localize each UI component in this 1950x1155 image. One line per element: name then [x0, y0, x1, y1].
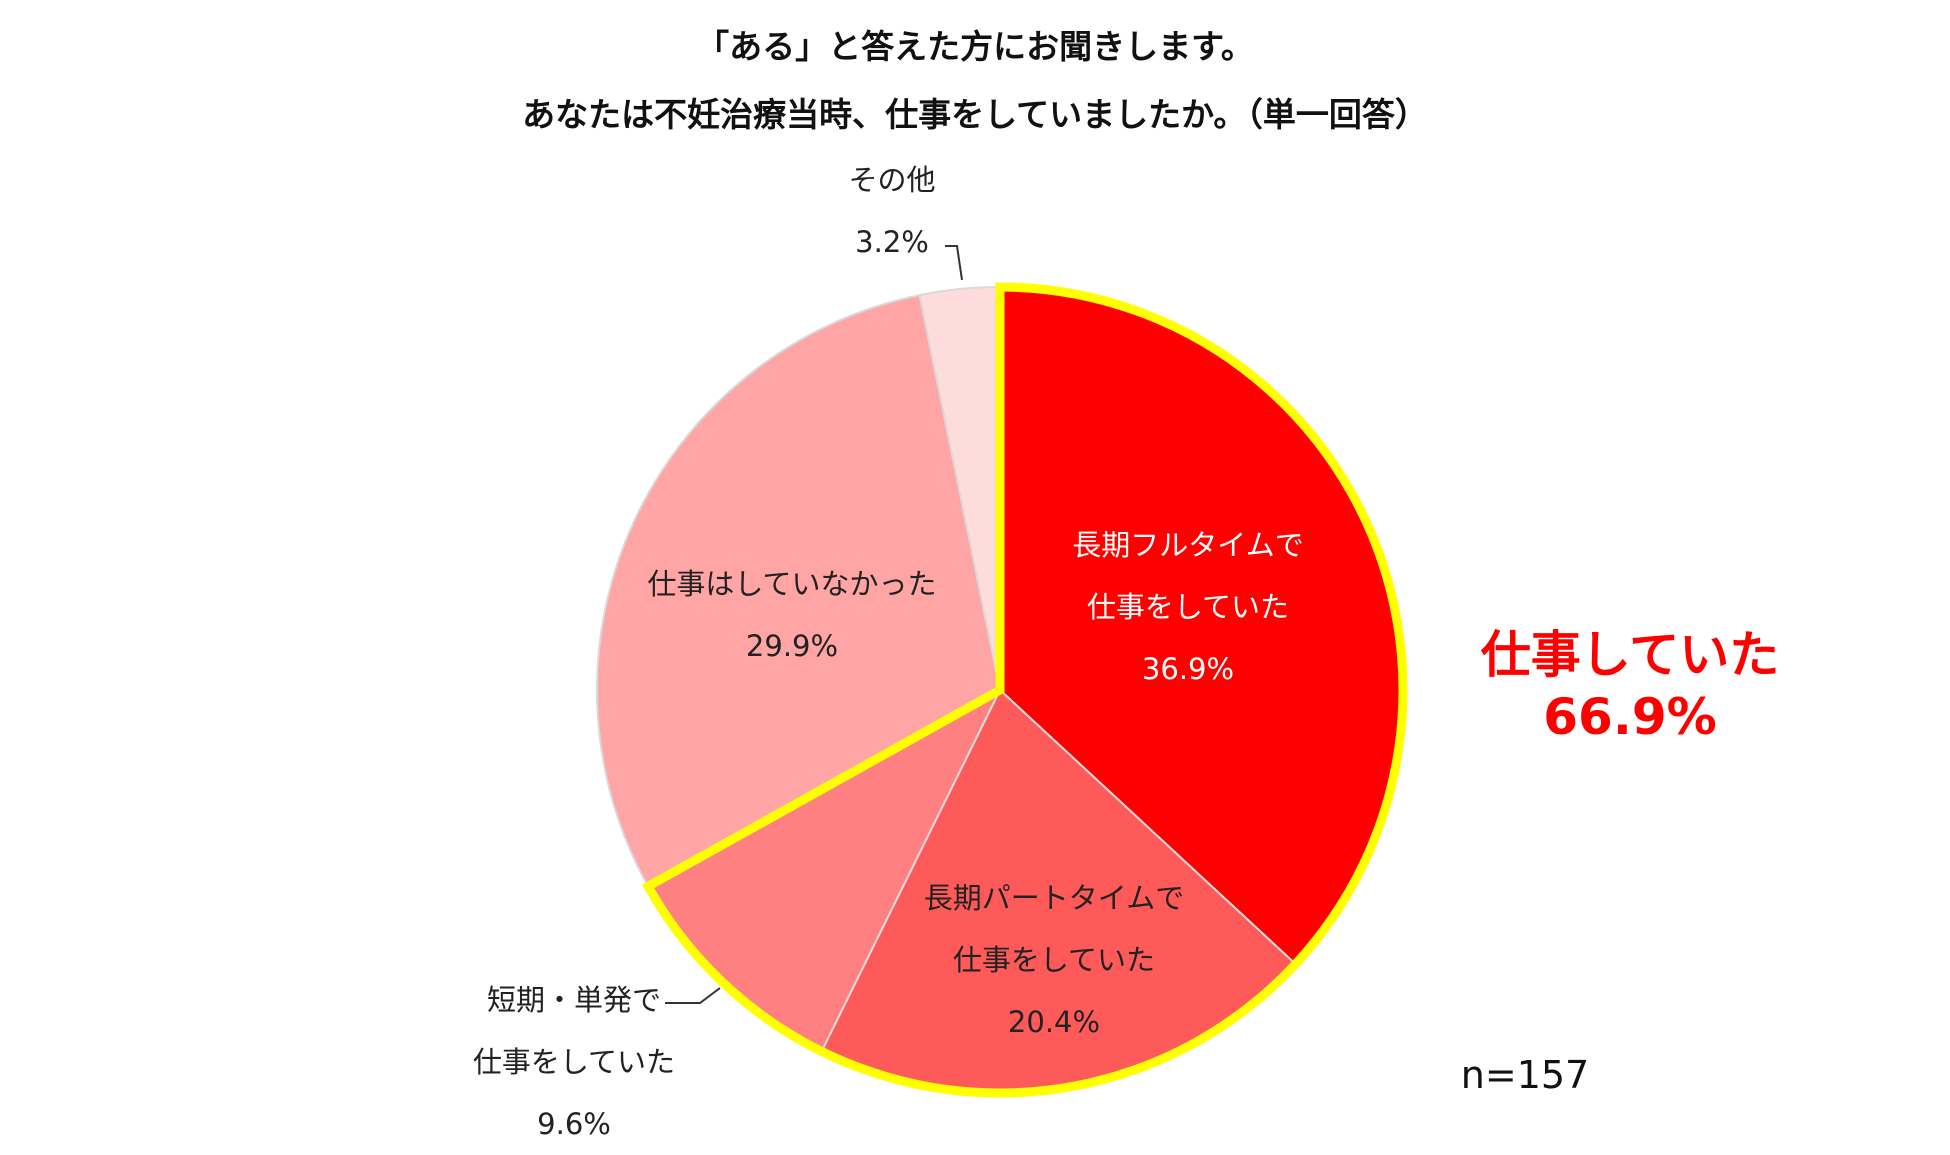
slice-labels: 長期フルタイムで仕事をしていた36.9%長期パートタイムで仕事をしていた20.4…	[473, 163, 1304, 1141]
slice-label-4-line-0: その他	[848, 163, 935, 197]
slice-value-label-0: 36.9%	[1142, 652, 1234, 686]
slice-value-label-4: 3.2%	[855, 225, 929, 259]
pie-slices	[596, 285, 1404, 1094]
chart-title-line-1: 「ある」と答えた方にお聞きします。	[696, 27, 1254, 66]
sample-size-label: n=157	[1461, 1053, 1589, 1097]
slice-label-2-line-1: 仕事をしていた	[473, 1045, 675, 1079]
slice-label-1-line-1: 仕事をしていた	[953, 943, 1155, 977]
slice-value-label-2: 9.6%	[537, 1107, 611, 1141]
pie-slice-3	[596, 293, 1002, 888]
slice-value-label-1: 20.4%	[1008, 1005, 1100, 1039]
chart-title-line-2: あなたは不妊治療当時、仕事をしていましたか。（単一回答）	[522, 95, 1428, 134]
leader-line-other	[945, 245, 963, 281]
highlight-label-text: 仕事していた	[1481, 626, 1780, 684]
highlight-outline-path	[641, 282, 1408, 1098]
leader-lines	[665, 245, 963, 1004]
slice-label-1-line-0: 長期パートタイムで	[924, 881, 1184, 915]
highlight-label-value: 66.9%	[1543, 688, 1716, 746]
slice-label-3-line-0: 仕事はしていなかった	[647, 567, 936, 601]
slice-label-2-line-0: 短期・単発で	[487, 983, 661, 1017]
slice-label-0-line-0: 長期フルタイムで	[1072, 528, 1303, 562]
slice-label-0-line-1: 仕事をしていた	[1087, 590, 1289, 624]
slice-value-label-3: 29.9%	[746, 629, 838, 663]
leader-line-short-term	[665, 987, 721, 1004]
highlight-outline	[641, 282, 1408, 1098]
